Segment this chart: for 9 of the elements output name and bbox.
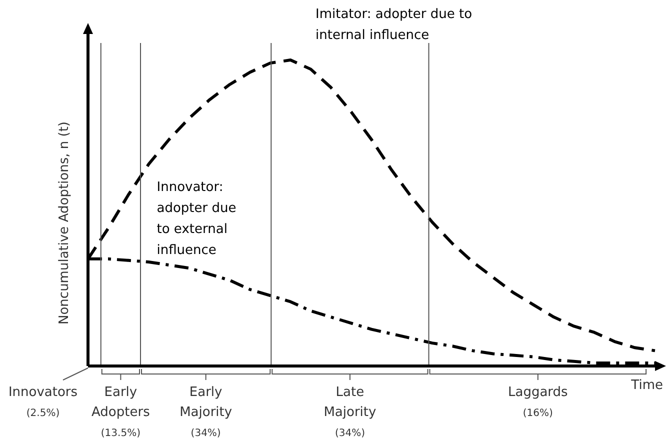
series-label: Imitator: adopter due to internal influence (316, 7, 472, 43)
text: Early Adopters (13.5%) (92, 385, 150, 439)
text: Late Majority (34%) (324, 385, 377, 439)
text: Innovators (2.5%) (8, 385, 78, 419)
text: Early Majority (34%) (180, 385, 232, 439)
text: Laggards (16%) (508, 385, 568, 419)
x-axis-title: Time (630, 378, 663, 393)
y-axis-title: Noncumulative Adoptions, n (t) (57, 122, 72, 324)
series-label: Innovator: adopter due to external influence (156, 180, 236, 258)
